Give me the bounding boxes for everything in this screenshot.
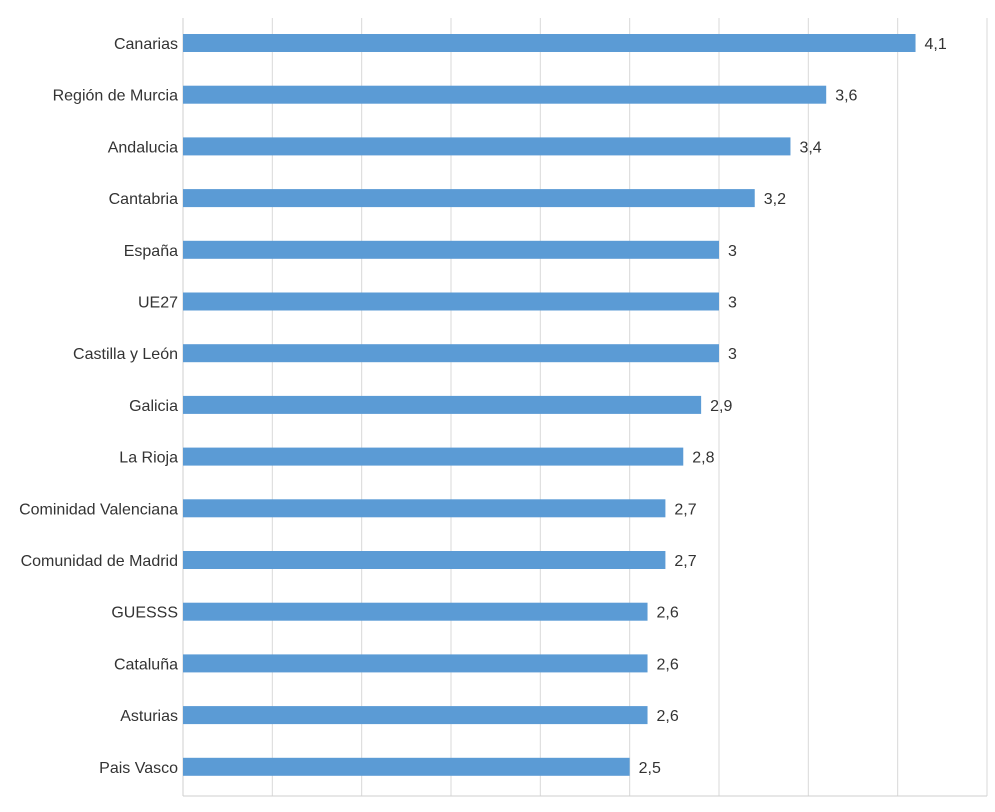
bar [183,499,666,518]
category-label: Canarias [114,36,178,53]
data-label: 3,4 [799,139,821,156]
category-label: Cataluña [114,656,178,673]
bar [183,34,916,52]
category-label: Galicia [129,398,178,415]
category-label: Pais Vasco [99,760,178,777]
category-label: La Rioja [119,450,178,467]
category-label: Región de Murcia [53,88,179,105]
data-label: 3 [728,243,737,260]
bar [183,292,719,311]
data-label: 2,9 [710,398,732,415]
bar [183,344,719,363]
data-label: 2,6 [657,708,679,725]
data-label: 2,8 [692,450,714,467]
category-label: Cantabria [109,191,178,208]
data-label: 2,5 [639,760,661,777]
bar [183,654,648,673]
bar [183,551,666,569]
data-label: 3 [728,346,737,363]
data-label: 2,7 [674,553,696,570]
data-label: 4,1 [925,36,947,53]
data-label: 3,6 [835,88,857,105]
bar [183,706,648,725]
bar [183,757,630,776]
bar [183,137,791,156]
category-label: Cominidad Valenciana [19,501,178,518]
category-label: UE27 [138,295,178,312]
data-label: 3,2 [764,191,786,208]
value-labels: 4,1 3,6 3,4 3,2 3 3 3 2,9 2,8 2,7 2,7 2,6 2,6 2,6 2,5 [639,36,947,777]
data-label: 2,7 [674,501,696,518]
category-label: Castilla y León [73,346,178,363]
data-label: 2,6 [657,605,679,622]
category-label: España [124,243,178,260]
bar [183,189,755,208]
bar [183,447,684,466]
category-label: Asturias [120,708,178,725]
bar [183,395,702,414]
data-label: 2,6 [657,656,679,673]
category-label: GUESSS [111,605,178,622]
bar [183,240,719,259]
data-label: 3 [728,295,737,312]
category-label: Andalucia [108,139,178,156]
bar [183,85,827,104]
category-labels: Canarias Región de Murcia Andalucia Cantabr… [19,36,178,777]
category-label: Comunidad de Madrid [21,553,178,570]
bar [183,602,648,621]
bars [183,34,916,776]
